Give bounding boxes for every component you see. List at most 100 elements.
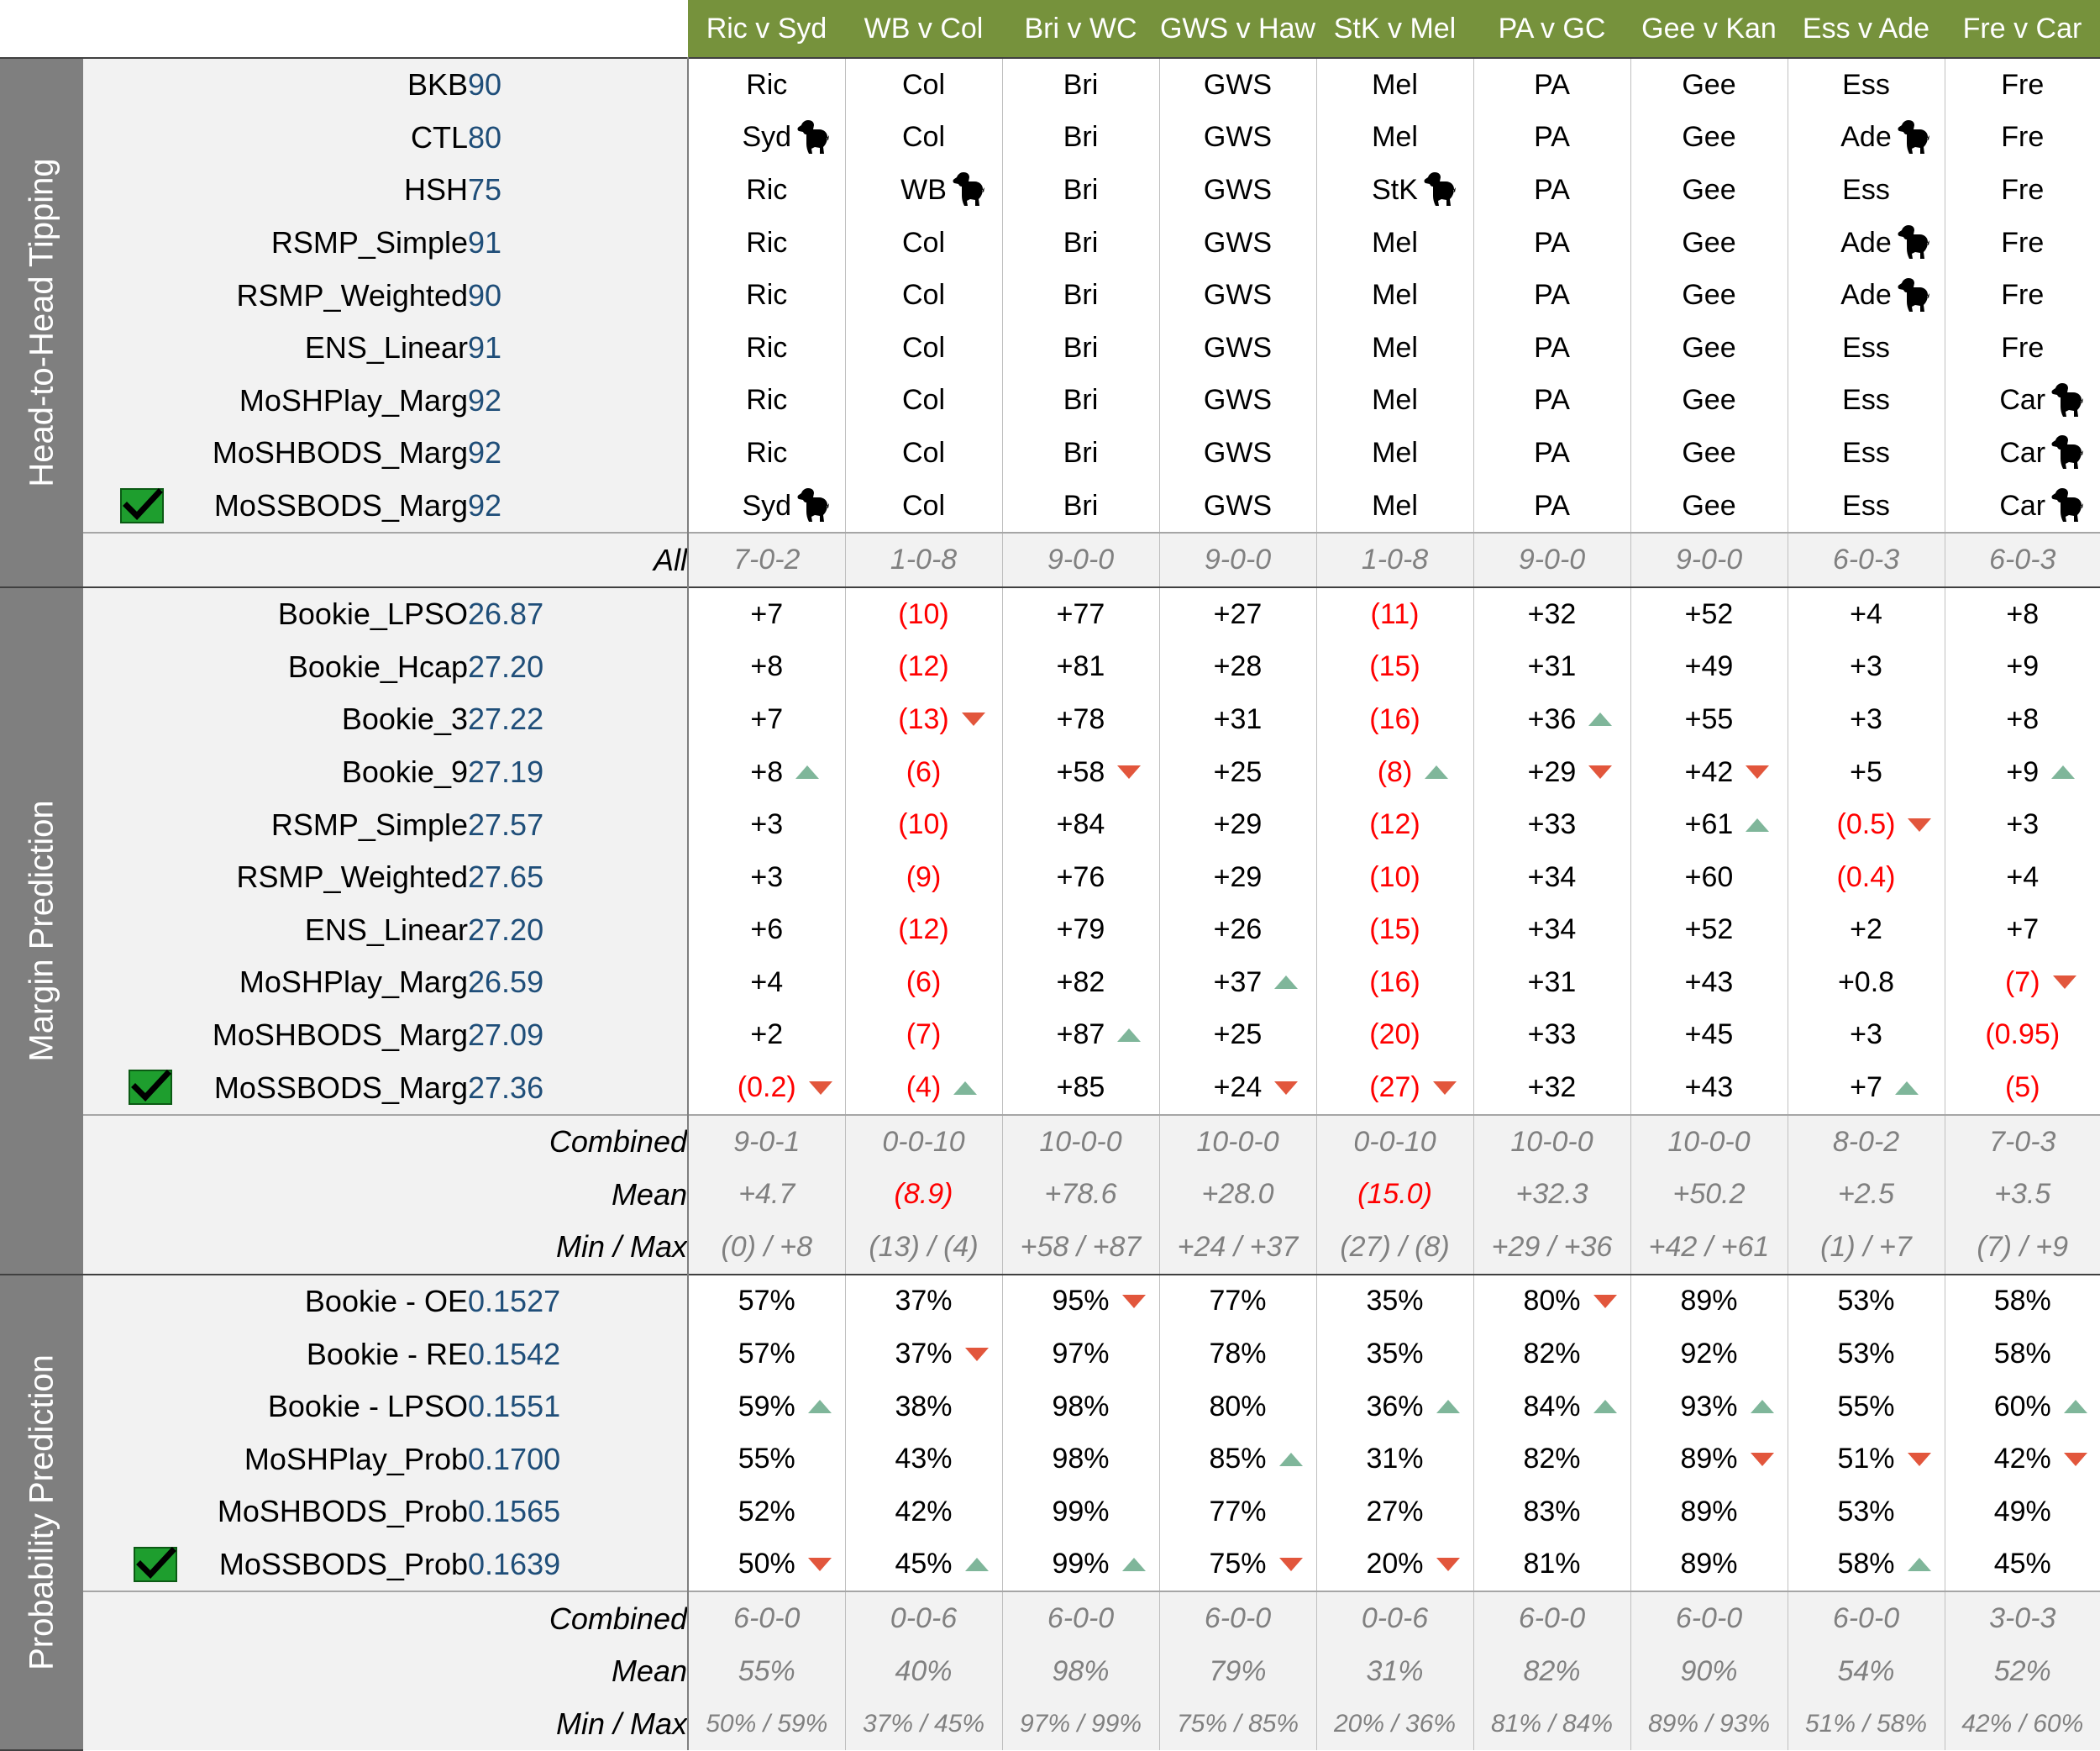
prediction-value: +8 [2006,703,2039,736]
section-title: Head-to-Head Tipping [23,158,60,487]
summary-cell: 54% [1787,1644,1945,1698]
summary-cell: 90% [1630,1644,1788,1698]
model-name-cell: Bookie_LPSO [83,586,468,641]
prediction-cell: (20) [1315,1008,1473,1062]
prediction-cell: +3 [687,850,845,904]
arrow-up-icon [1894,1081,1919,1095]
model-name-cell: Bookie - LPSO [83,1380,468,1433]
prediction-value: (4) [906,1071,978,1104]
prediction-value: 77% [1209,1496,1266,1528]
prediction-text: Gee [1682,226,1736,259]
prediction-value: 77% [1209,1285,1266,1317]
model-name: Bookie - OE [304,1283,468,1318]
prediction-value: Ric [746,332,787,365]
prediction-text: Gee [1682,121,1736,154]
prediction-cell: Ric [687,216,845,270]
prediction-text: 89% [1680,1443,1738,1475]
prediction-cell: 53% [1787,1485,1945,1538]
prediction-text: 38% [895,1390,953,1422]
prediction-cell: 82% [1473,1328,1630,1380]
prediction-text: Bri [1063,489,1099,522]
prediction-cell: (12) [1315,798,1473,851]
prediction-value: 84% [1523,1390,1617,1423]
prediction-value: PA [1534,490,1570,523]
prediction-text: Col [901,384,946,417]
prediction-cell: +27 [1158,586,1316,641]
model-row: HSH 75 Ric WB Bri GWS StK PA Gee Ess Fre [0,164,2100,217]
prediction-value: +2 [750,1018,783,1051]
prediction-text: 35% [1366,1338,1424,1370]
prediction-value: (8) [1378,756,1449,789]
prediction-text: 45% [1993,1548,2051,1580]
prediction-text: Gee [1682,331,1736,364]
prediction-cell: +4 [1787,586,1945,641]
prediction-cell: +9 [1944,640,2100,694]
prediction-text: Syd [742,489,792,522]
prediction-value: (0.5) [1837,808,1932,841]
summary-cell: 75% / 85% [1158,1697,1316,1750]
prediction-cell: 98% [1001,1380,1159,1433]
model-score: 0.1527 [468,1273,689,1328]
prediction-text: 35% [1366,1285,1424,1317]
prediction-cell: +3 [1787,693,1945,746]
prediction-text: 84% [1523,1390,1581,1422]
prediction-cell: +2 [687,1008,845,1062]
prediction-text: Col [901,226,946,259]
prediction-text: (11) [1370,597,1420,630]
prediction-text: Mel [1372,384,1418,417]
model-name-cell: MoSSBODS_Marg [83,479,468,534]
prediction-text: +52 [1684,597,1734,630]
prediction-cell: +81 [1001,640,1159,694]
prediction-text: 78% [1209,1338,1267,1370]
summary-cell: 9-0-0 [1630,532,1788,587]
prediction-text: GWS [1203,489,1273,522]
prediction-cell: (7) [1944,956,2100,1009]
summary-cell: (0) / +8 [687,1221,845,1275]
model-score: 92 [468,479,689,534]
prediction-value: 52% [738,1496,795,1528]
game-header: Fre v Car [1945,0,2100,58]
prediction-value: +25 [1214,1018,1263,1051]
arrow-down-icon [1907,1452,1931,1466]
prediction-value: +8 [2006,598,2039,631]
prediction-value: Mel [1372,332,1418,365]
prediction-text: Fre [2001,226,2045,259]
prediction-cell: Ric [687,321,845,375]
prediction-text: Ess [1842,331,1890,364]
prediction-cell: Mel [1315,427,1473,480]
arrow-down-icon [2063,1452,2087,1466]
prediction-text: StK [1372,173,1418,206]
prediction-text: 89% [1680,1285,1738,1317]
prediction-value: +87 [1057,1018,1142,1051]
prediction-text: Mel [1372,121,1418,154]
arrow-up-icon [1907,1557,1931,1571]
prediction-cell: +42 [1630,745,1788,799]
prediction-text: 77% [1209,1285,1267,1317]
game-header: WB v Col [845,0,1002,58]
prediction-text: +45 [1684,1018,1734,1051]
prediction-text: Ess [1842,436,1890,469]
prediction-value: 58% [1994,1338,2051,1370]
prediction-cell: Syd [687,111,845,165]
summary-cell: 7-0-2 [687,532,845,587]
prediction-cell: +37 [1158,956,1316,1009]
prediction-text: Fre [2001,121,2045,154]
prediction-cell: 89% [1630,1433,1788,1486]
prediction-text: Syd [742,121,792,154]
arrow-up-icon [1746,818,1770,832]
prediction-cell: 82% [1473,1433,1630,1486]
prediction-value: Ric [746,437,787,470]
prediction-value: (7) [2005,966,2076,999]
prediction-cell: Ess [1787,427,1945,480]
prediction-value: 89% [1680,1548,1737,1580]
prediction-cell: (16) [1315,956,1473,1009]
prediction-text: 42% [895,1495,953,1528]
prediction-value: Gee [1682,227,1735,260]
prediction-text: +26 [1213,913,1263,946]
summary-label: Mean [83,1168,689,1222]
prediction-value: Ess [1842,437,1890,470]
model-row: RSMP_Weighted 27.65 +3 (9) +76 +29 (10) +34 +60 (… [0,850,2100,904]
prediction-value: 75% [1209,1548,1303,1580]
model-name-cell: MoSHPlay_Prob [83,1433,468,1486]
prediction-cell: +4 [687,956,845,1009]
